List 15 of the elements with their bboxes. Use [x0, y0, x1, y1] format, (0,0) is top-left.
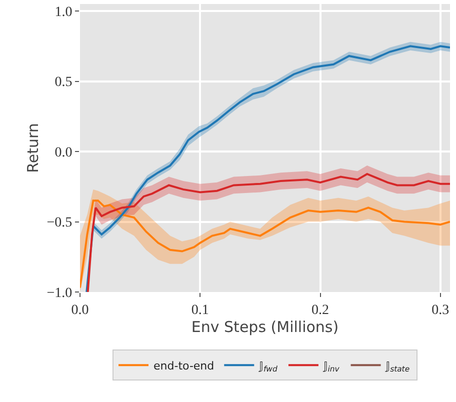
y-tick-label: 1.0	[54, 4, 72, 20]
x-tick-label: 0.3	[432, 302, 450, 318]
y-tick-label: −0.5	[46, 216, 72, 231]
y-tick-label: 0.0	[54, 145, 72, 160]
y-tick-label: 0.5	[54, 75, 72, 90]
x-axis-title: Env Steps (Millions)	[191, 318, 339, 336]
legend-label: 𝕁$_{fwd}$	[258, 359, 278, 374]
legend-label: 𝕁$_{inv}$	[322, 359, 340, 374]
x-tick-label: 0.2	[312, 302, 330, 318]
y-axis-title: Return	[24, 123, 42, 173]
y-tick-label: −1.0	[46, 286, 72, 301]
legend-label: end-to-end	[154, 359, 214, 372]
legend-label: 𝕁$_{state}$	[384, 359, 410, 374]
x-tick-label: 0.0	[71, 302, 89, 318]
x-tick-label: 0.1	[191, 302, 209, 318]
